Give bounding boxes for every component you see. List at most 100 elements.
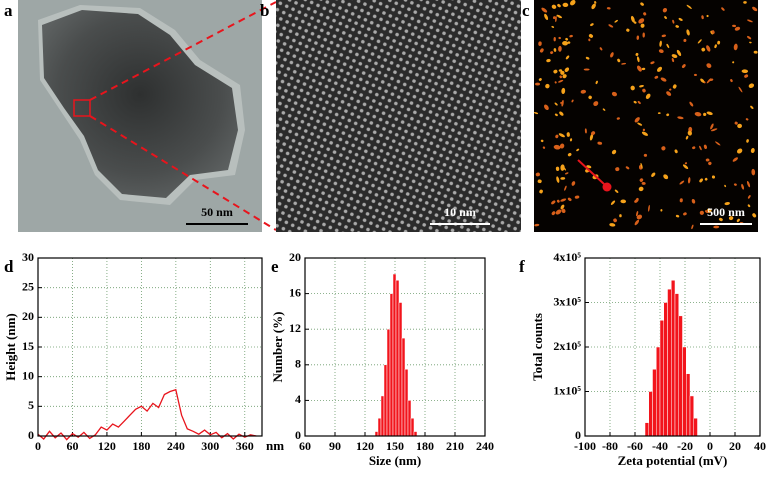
afm-speck <box>538 78 542 81</box>
afm-speck <box>635 52 639 56</box>
x-tick-label: -80 <box>602 439 618 453</box>
afm-speck <box>746 139 749 143</box>
afm-speck <box>620 199 627 204</box>
afm-speck <box>689 101 694 107</box>
afm-speck <box>636 35 640 40</box>
y-tick-label: 8 <box>295 357 301 371</box>
scale-bar-label: 500 nm <box>707 205 745 219</box>
afm-speck <box>556 176 560 183</box>
afm-speck <box>557 4 561 8</box>
afm-speck <box>700 78 705 83</box>
afm-speck <box>669 88 672 91</box>
y-tick-label: 0 <box>295 428 301 442</box>
afm-speck <box>660 209 663 212</box>
x-tick-label: 180 <box>132 439 150 453</box>
afm-speck <box>671 54 678 58</box>
afm-speck <box>642 32 645 38</box>
afm-speck <box>656 66 663 72</box>
afm-speck <box>753 50 758 54</box>
afm-speck <box>615 167 620 172</box>
y-tick-label: 1x10⁵ <box>553 383 581 397</box>
afm-speck <box>741 183 745 190</box>
afm-speck <box>692 146 696 150</box>
afm-speck <box>747 195 751 199</box>
afm-speck <box>747 19 753 23</box>
afm-speck <box>710 123 714 130</box>
x-tick-label: 40 <box>754 439 766 453</box>
afm-speck <box>743 1 747 4</box>
afm-speck <box>559 75 563 79</box>
afm-speck <box>558 79 564 83</box>
bar <box>404 369 409 437</box>
afm-speck <box>613 218 617 223</box>
bar <box>678 315 683 437</box>
afm-speck <box>551 200 556 205</box>
afm-speck <box>650 61 655 65</box>
afm-speck <box>691 198 696 204</box>
afm-speck <box>708 161 712 166</box>
x-tick-label: -20 <box>677 439 693 453</box>
afm-speck <box>636 211 639 217</box>
afm-speck <box>558 69 563 72</box>
afm-speck <box>718 217 723 222</box>
afm-speck <box>657 112 661 114</box>
x-tick-label: 0 <box>35 439 41 453</box>
afm-speck <box>535 82 541 86</box>
panel-label: d <box>4 257 14 276</box>
afm-speck <box>606 7 611 10</box>
afm-speck <box>555 166 560 172</box>
x-tick-label: 20 <box>729 439 741 453</box>
afm-speck <box>564 67 570 73</box>
afm-speck <box>576 148 580 152</box>
panel-label: f <box>519 257 525 276</box>
bar <box>652 369 657 437</box>
afm-speck <box>560 198 567 202</box>
afm-speck <box>565 172 569 175</box>
y-tick-label: 20 <box>22 309 34 323</box>
afm-speck <box>599 47 603 51</box>
afm-speck <box>751 168 756 176</box>
afm-speck <box>691 224 694 230</box>
afm-speck <box>558 133 565 138</box>
afm-speck <box>562 41 569 46</box>
afm-speck <box>683 212 687 216</box>
afm-speck <box>658 49 664 53</box>
afm-speck <box>678 17 683 21</box>
zoom-line <box>89 115 277 231</box>
x-axis-label: nm <box>266 438 284 453</box>
afm-speck <box>704 210 709 214</box>
afm-speck <box>659 40 662 47</box>
x-tick-label: 240 <box>167 439 185 453</box>
afm-speck <box>641 67 646 71</box>
afm-speck <box>546 58 551 63</box>
y-tick-label: 2x10⁵ <box>553 339 581 353</box>
afm-speck <box>736 218 740 223</box>
bar <box>401 337 406 437</box>
afm-speck <box>663 174 669 180</box>
bar <box>667 288 672 437</box>
afm-speck <box>642 88 646 93</box>
panel-label: a <box>4 1 13 20</box>
bar <box>374 431 379 437</box>
afm-speck <box>561 208 566 214</box>
afm-speck <box>713 225 720 229</box>
afm-speck <box>608 24 614 28</box>
afm-speck <box>555 209 562 215</box>
y-tick-label: 12 <box>289 321 301 335</box>
bar <box>659 320 664 437</box>
afm-speck <box>537 179 542 184</box>
afm-speck <box>681 64 686 68</box>
bar <box>674 293 679 437</box>
afm-speck <box>553 48 557 52</box>
afm-speck <box>746 180 751 188</box>
x-tick-label: 360 <box>236 439 254 453</box>
afm-speck <box>588 34 594 38</box>
afm-speck <box>672 19 675 24</box>
afm-speck <box>737 123 742 129</box>
scale-bar-label: 10 nm <box>444 205 476 219</box>
afm-speck <box>683 38 687 43</box>
bar <box>644 422 649 437</box>
afm-speck <box>724 184 727 188</box>
afm-speck <box>643 12 647 16</box>
afm-speck <box>567 197 572 201</box>
